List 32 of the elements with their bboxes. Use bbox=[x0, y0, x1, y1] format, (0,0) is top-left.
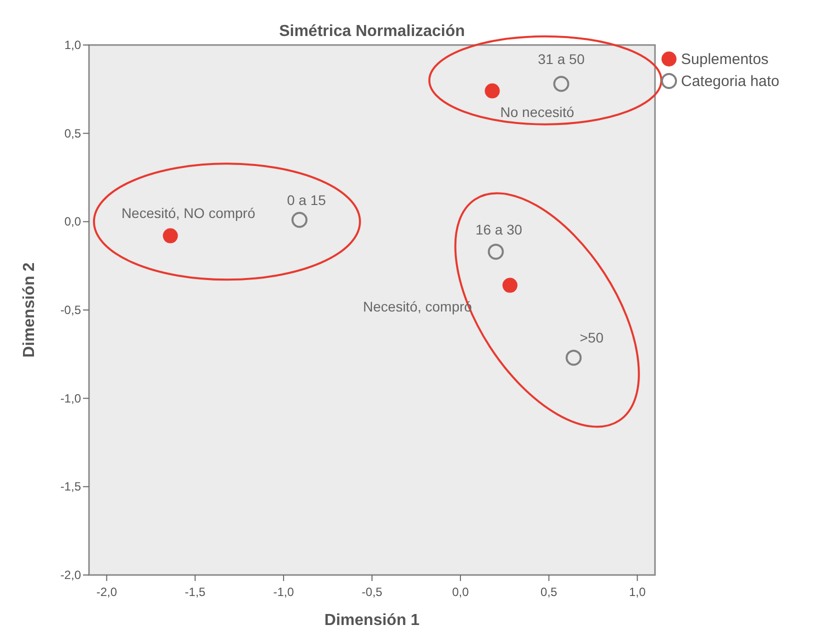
y-axis-title: Dimensión 2 bbox=[21, 262, 38, 358]
chart-title: Simétrica Normalización bbox=[279, 23, 465, 40]
y-tick-label: -1,5 bbox=[60, 480, 82, 494]
x-tick-label: -1,0 bbox=[273, 585, 294, 599]
annotation: 31 a 50 bbox=[538, 50, 585, 67]
point bbox=[291, 212, 308, 228]
annotation: 16 a 30 bbox=[475, 222, 522, 238]
annotation: >50 bbox=[580, 330, 604, 346]
y-tick-label: -0,5 bbox=[60, 303, 82, 317]
annotation: 0 a 15 bbox=[287, 192, 326, 208]
point bbox=[488, 244, 504, 260]
x-tick-label: -0,5 bbox=[362, 585, 383, 599]
point bbox=[502, 278, 518, 293]
point bbox=[566, 350, 582, 366]
annotation: No necesitó bbox=[500, 104, 574, 120]
point bbox=[484, 83, 500, 98]
point bbox=[162, 228, 178, 244]
x-tick-label: -1,5 bbox=[184, 585, 206, 599]
y-tick-label: 0,0 bbox=[64, 214, 82, 229]
legend-label: Suplementos bbox=[681, 51, 769, 68]
y-tick-label: -2,0 bbox=[60, 568, 82, 582]
x-tick-label: 1,0 bbox=[628, 585, 646, 599]
x-tick-label: 0,0 bbox=[452, 585, 470, 599]
x-tick-label: -2,0 bbox=[96, 585, 118, 599]
point bbox=[553, 76, 570, 92]
y-tick-label: 1,0 bbox=[64, 38, 82, 52]
x-axis-title: Dimensión 1 bbox=[324, 612, 420, 629]
y-tick-label: 0,5 bbox=[64, 126, 82, 140]
annotation: Necesitó, NO compró bbox=[121, 204, 256, 221]
x-tick-label: 0,5 bbox=[540, 585, 558, 599]
y-tick-label: -1,0 bbox=[60, 391, 82, 406]
legend-label: Categoria hato bbox=[681, 73, 780, 90]
